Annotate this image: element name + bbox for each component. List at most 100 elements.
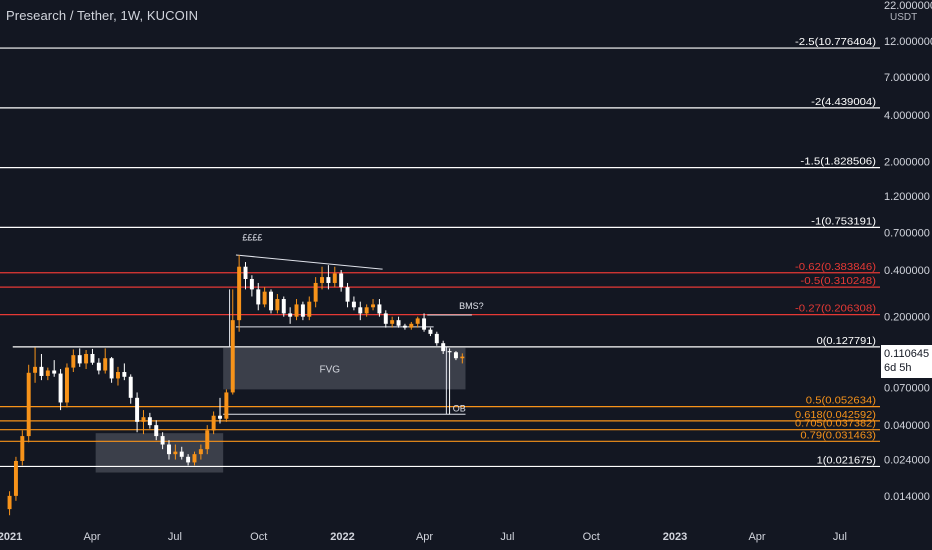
candle-body bbox=[186, 456, 191, 463]
time-tick-label: Jul bbox=[500, 531, 514, 543]
candle-body bbox=[441, 343, 446, 352]
candle-body bbox=[230, 320, 235, 393]
candle-body bbox=[198, 449, 203, 455]
time-tick-label: Jul bbox=[168, 531, 182, 543]
zones-layer: FVG bbox=[95, 347, 466, 473]
candle-body bbox=[13, 460, 18, 496]
fib-level-label: 0.618(0.042592) bbox=[795, 409, 876, 421]
price-tick-label: 4.000000 bbox=[884, 110, 930, 122]
time-tick-label: Oct bbox=[250, 531, 267, 543]
price-tick-label: 2.000000 bbox=[884, 157, 930, 169]
candle-body bbox=[383, 313, 388, 324]
annotations-layer: ££££ BMS? OB bbox=[242, 232, 483, 413]
candle-body bbox=[428, 329, 433, 334]
candle-body bbox=[218, 415, 222, 419]
candle-body bbox=[173, 451, 178, 455]
candles-layer bbox=[7, 254, 465, 516]
candle-body bbox=[135, 397, 140, 422]
price-tick-label: 0.024000 bbox=[884, 455, 930, 467]
last-price-value: 0.110645 bbox=[884, 348, 930, 360]
candle-body bbox=[402, 325, 407, 328]
candle-body bbox=[109, 358, 114, 379]
fib-level-label: 0.705(0.037382) bbox=[795, 418, 876, 430]
candle-body bbox=[33, 366, 38, 373]
candle-body bbox=[262, 291, 267, 305]
fib-level-label: -0.5(0.310248) bbox=[800, 275, 876, 287]
fib-level-label: 0.79(0.031463) bbox=[800, 429, 876, 441]
candle-body bbox=[90, 353, 95, 363]
time-tick-label: Apr bbox=[416, 531, 433, 543]
fib-level-label: -1(0.753191) bbox=[811, 215, 876, 227]
candle-body bbox=[211, 415, 216, 431]
candle-body bbox=[84, 353, 89, 364]
zone-box bbox=[223, 347, 466, 390]
candle-body bbox=[243, 266, 248, 279]
annotation-label: BMS? bbox=[459, 301, 484, 311]
fib-levels-layer: -2.5(10.776404) -2(4.439004) -1.5(1.828506… bbox=[0, 36, 880, 468]
zone-label: FVG bbox=[320, 365, 341, 376]
candle-body bbox=[7, 495, 12, 510]
time-tick-label: 2023 bbox=[663, 531, 687, 543]
candle-body bbox=[339, 273, 344, 288]
fib-level-label: -0.62(0.383846) bbox=[795, 261, 876, 273]
time-tick-label: Jul bbox=[833, 531, 847, 543]
candle-body bbox=[45, 370, 50, 376]
price-axis-top-label: 22.000000 bbox=[884, 0, 932, 12]
price-tick-label: 0.014000 bbox=[884, 491, 930, 503]
currency-label: USDT bbox=[890, 12, 918, 23]
candle-body bbox=[58, 373, 63, 403]
candle-body bbox=[332, 273, 337, 283]
candle-body bbox=[122, 372, 127, 377]
annotation-label: ££££ bbox=[242, 232, 262, 242]
candle-body bbox=[115, 372, 120, 379]
price-axis-bg bbox=[880, 0, 932, 550]
candle-body bbox=[371, 304, 376, 308]
candle-body bbox=[320, 277, 325, 283]
candle-body bbox=[307, 301, 312, 317]
candle-body bbox=[351, 301, 356, 308]
price-tick-label: 7.000000 bbox=[884, 72, 930, 84]
candle-body bbox=[154, 425, 159, 437]
candle-body bbox=[249, 278, 254, 290]
price-tick-label: 0.070000 bbox=[884, 382, 930, 394]
candle-body bbox=[39, 366, 44, 376]
time-tick-label: Apr bbox=[748, 531, 765, 543]
drawn-line bbox=[235, 254, 383, 270]
candle-body bbox=[390, 320, 395, 324]
bar-countdown: 6d 5h bbox=[884, 362, 912, 374]
candle-body bbox=[358, 307, 363, 314]
candle-body bbox=[396, 320, 401, 326]
candle-body bbox=[377, 304, 382, 314]
time-tick-label: Apr bbox=[83, 531, 100, 543]
last-price-tag: 0.110645 6d 5h bbox=[881, 345, 932, 378]
candle-body bbox=[205, 430, 210, 450]
fib-level-label: 0(0.127791) bbox=[817, 335, 876, 347]
candle-body bbox=[281, 299, 286, 314]
candle-body bbox=[434, 333, 439, 344]
candle-body bbox=[275, 299, 280, 311]
candle-body bbox=[313, 282, 318, 302]
candle-body bbox=[447, 351, 452, 353]
time-tick-label: Oct bbox=[583, 531, 600, 543]
annotation-label: OB bbox=[453, 403, 466, 413]
candle-body bbox=[103, 358, 108, 371]
candle-body bbox=[77, 355, 82, 364]
price-axis[interactable]: 22.000000 12.000000 7.000000 4.000000 2.0000… bbox=[880, 0, 932, 550]
candle-body bbox=[345, 287, 350, 302]
chart-title: Presearch / Tether, 1W, KUCOIN bbox=[6, 8, 199, 23]
candle-body bbox=[415, 318, 420, 324]
price-tick-label: 0.040000 bbox=[884, 420, 930, 432]
candle-body bbox=[364, 307, 369, 314]
candle-body bbox=[128, 376, 133, 398]
candle-body bbox=[96, 362, 101, 371]
fib-level-label: 0.5(0.052634) bbox=[806, 395, 876, 407]
candle-body bbox=[326, 277, 331, 283]
candle-body bbox=[20, 436, 25, 461]
time-axis[interactable]: 2021 Apr Jul Oct 2022 Apr Jul Oct 2023 Apr Jul bbox=[0, 522, 932, 550]
price-tick-label: 0.400000 bbox=[884, 265, 930, 277]
candle-body bbox=[167, 444, 171, 455]
candle-body bbox=[160, 436, 165, 445]
candle-body bbox=[52, 370, 57, 374]
